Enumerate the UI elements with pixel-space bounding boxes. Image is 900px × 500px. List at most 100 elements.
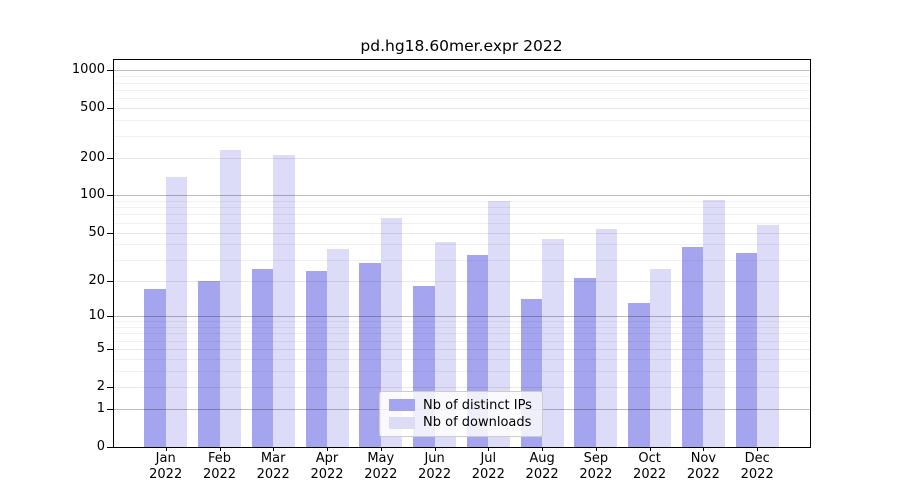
gridline-minor-9 [113,321,810,323]
x-tick-month-jul: Jul [480,451,497,466]
x-tick-year-apr: 2022 [310,466,344,482]
x-tick-may [380,446,382,451]
gridline-minor-3 [113,371,810,372]
y-tick-200 [107,157,113,159]
x-tick-label-nov: Nov 2022 [675,451,731,482]
bar-nb-of-distinct-ips-jan [144,289,166,447]
gridline-50 [113,232,810,234]
x-tick-year-mar: 2022 [256,466,290,482]
x-tick-label-jan: Jan 2022 [138,451,194,482]
y-tick-label-20: 20 [88,272,105,288]
gridline-minor-400 [113,120,810,122]
y-tick-1000 [107,70,113,72]
legend-swatch-distinct-ips [389,399,415,412]
x-tick-jan [165,446,167,451]
bar-nb-of-distinct-ips-dec [735,253,758,447]
chart-title: pd.hg18.60mer.expr 2022 [360,37,563,55]
gridline-5 [113,349,810,350]
x-tick-month-jun: Jun [424,451,445,466]
bar-nb-of-downloads-feb [219,150,241,447]
gridline-20 [113,280,810,282]
x-tick-aug [542,446,544,451]
x-tick-month-may: May [367,451,395,466]
x-tick-month-aug: Aug [529,451,555,466]
x-tick-year-oct: 2022 [633,466,667,482]
x-tick-label-apr: Apr 2022 [299,451,355,482]
x-tick-label-oct: Oct 2022 [622,451,678,482]
x-tick-label-aug: Aug 2022 [514,451,570,482]
y-tick-label-200: 200 [80,149,105,165]
y-tick-0 [107,446,113,448]
x-tick-year-jan: 2022 [149,466,183,482]
bar-nb-of-distinct-ips-may [359,263,381,447]
y-tick-500 [107,108,113,110]
gridline-100 [113,195,810,197]
x-tick-year-aug: 2022 [525,466,559,482]
gridline-minor-40 [113,244,810,246]
gridline-1000 [113,70,810,72]
x-tick-month-dec: Dec [744,451,770,466]
x-tick-label-mar: Mar 2022 [245,451,301,482]
bar-nb-of-downloads-dec [757,224,779,447]
y-tick-5 [107,349,113,350]
y-tick-2 [107,386,113,388]
gridline-minor-90 [113,200,810,202]
bar-nb-of-downloads-oct [649,269,672,447]
gridline-10 [113,316,810,317]
x-tick-year-feb: 2022 [202,466,237,482]
y-tick-100 [107,195,113,197]
legend-label-distinct-ips: Nb of distinct IPs [423,397,532,413]
legend: Nb of distinct IPs Nb of downloads [379,391,543,437]
y-tick-label-500: 500 [80,100,105,116]
x-tick-year-may: 2022 [364,466,398,482]
y-tick-label-1: 1 [96,400,105,416]
bar-nb-of-downloads-sep [595,229,618,447]
x-tick-label-jul: Jul 2022 [460,451,516,482]
x-tick-jul [488,446,490,451]
bar-nb-of-downloads-nov [703,199,725,447]
gridline-minor-30 [113,259,810,261]
bar-nb-of-distinct-ips-oct [628,302,650,447]
y-tick-label-5: 5 [96,341,105,356]
gridline-minor-6 [113,340,810,342]
y-tick-20 [107,280,113,282]
x-tick-month-feb: Feb [207,451,232,466]
gridline-minor-800 [113,82,810,84]
y-tick-label-2: 2 [96,378,105,394]
y-tick-label-100: 100 [80,187,105,203]
gridline-2 [113,386,810,388]
bar-nb-of-distinct-ips-feb [198,280,220,447]
gridline-minor-4 [113,358,810,360]
x-tick-label-jun: Jun 2022 [407,451,463,482]
bar-nb-of-downloads-mar [273,155,295,447]
y-tick-50 [107,232,113,234]
gridline-minor-700 [113,89,810,91]
x-tick-year-sep: 2022 [579,466,613,482]
bar-nb-of-distinct-ips-mar [251,269,274,447]
x-tick-mar [273,446,275,451]
bar-nb-of-distinct-ips-nov [681,247,704,447]
x-tick-label-dec: Dec 2022 [729,451,785,482]
x-tick-month-sep: Sep [583,451,609,466]
gridline-minor-7 [113,333,810,335]
gridline-minor-80 [113,207,810,209]
bar-nb-of-downloads-jul [488,200,510,447]
y-tick-label-1000: 1000 [71,62,105,78]
gridline-200 [113,157,810,159]
gridline-minor-8 [113,326,810,328]
bar-nb-of-distinct-ips-sep [574,278,596,447]
x-tick-feb [219,446,221,451]
x-tick-oct [649,446,651,451]
plot-area [113,59,810,447]
gridline-minor-300 [113,135,810,137]
y-tick-label-50: 50 [88,224,105,240]
bar-nb-of-downloads-jan [165,177,188,447]
x-tick-year-nov: 2022 [686,466,720,482]
y-tick-label-10: 10 [88,308,105,323]
x-tick-nov [703,446,705,451]
x-tick-dec [757,446,759,451]
x-tick-month-mar: Mar [260,451,286,466]
x-tick-label-feb: Feb 2022 [192,451,248,482]
gridline-minor-60 [113,222,810,224]
